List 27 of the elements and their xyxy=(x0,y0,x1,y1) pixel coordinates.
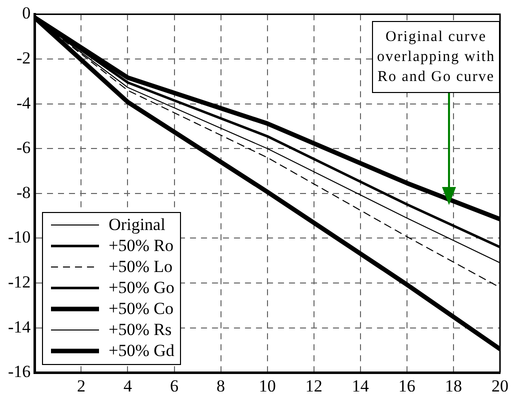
y-tick-label: -14 xyxy=(8,317,32,336)
x-tick-label: 10 xyxy=(258,376,276,396)
y-tick-label: -6 xyxy=(16,138,31,158)
x-tick-label: 20 xyxy=(492,376,508,396)
x-tick-label: 6 xyxy=(170,376,179,396)
legend-label: +50% Gd xyxy=(108,341,174,362)
y-tick-label: -12 xyxy=(8,272,31,292)
x-tick-label: 16 xyxy=(398,376,416,396)
legend-label: Original xyxy=(108,215,166,236)
x-tick-label: 4 xyxy=(123,376,132,396)
legend-label: +50% Ro xyxy=(108,236,174,256)
x-tick-label: 2 xyxy=(76,376,86,396)
y-tick-label: -10 xyxy=(8,228,31,247)
y-tick-label: -4 xyxy=(16,93,32,112)
y-tick-label: 0 xyxy=(22,4,31,23)
y-tick-label: -2 xyxy=(16,48,31,68)
x-tick-label: 12 xyxy=(305,376,322,396)
y-tick-label: -16 xyxy=(8,362,31,382)
annotation: Original curve overlapping with Ro and Go curve xyxy=(372,21,500,94)
legend-label: +50% Rs xyxy=(108,320,172,340)
legend-label: +50% Co xyxy=(108,299,174,320)
y-tick-label: -8 xyxy=(16,182,31,202)
x-tick-label: 8 xyxy=(216,376,226,396)
x-tick-label: 18 xyxy=(444,376,462,396)
legend-label: +50% Lo xyxy=(108,257,173,278)
x-tick-label: 14 xyxy=(352,376,370,396)
legend-label: +50% Go xyxy=(108,278,174,298)
